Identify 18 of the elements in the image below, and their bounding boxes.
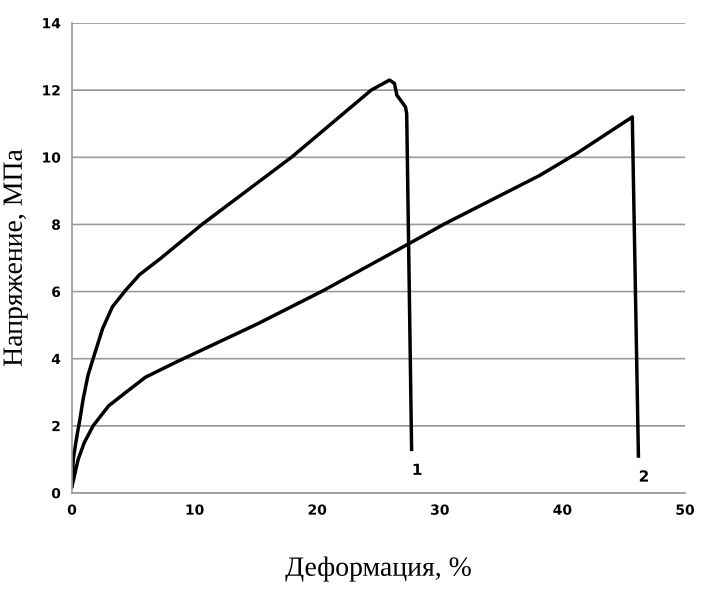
x-tick-label: 40	[553, 504, 572, 515]
y-tick-label: 0	[52, 488, 60, 498]
x-tick-label: 20	[308, 504, 326, 515]
y-tick-label: 8	[52, 219, 60, 230]
x-axis-title: Деформация, %	[285, 556, 471, 582]
y-tick-label: 4	[52, 354, 60, 364]
y-tick-label: 2	[52, 420, 60, 432]
x-tick-label: 0	[68, 504, 76, 515]
y-axis-title: Напряжение, МПа	[4, 150, 28, 366]
x-tick-label: 50	[676, 504, 694, 515]
annotation: 2	[640, 470, 648, 482]
y-tick-label: 6	[52, 286, 60, 298]
y-tick-label: 14	[43, 18, 60, 28]
x-tick-label: 30	[431, 504, 449, 515]
y-tick-label: 12	[43, 85, 60, 96]
annotation: 1	[414, 464, 422, 475]
x-tick-label: 10	[186, 504, 204, 515]
y-tick-label: 10	[43, 152, 60, 163]
